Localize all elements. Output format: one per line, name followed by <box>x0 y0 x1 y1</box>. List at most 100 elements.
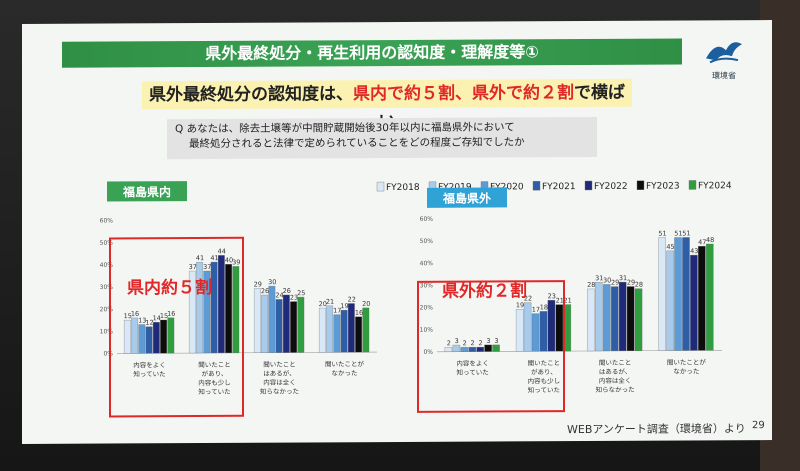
bar-value-label: 45 <box>666 243 674 251</box>
bar <box>282 294 290 353</box>
bar <box>290 301 297 353</box>
bar-value-label: 14 <box>153 314 161 322</box>
bar <box>690 254 698 351</box>
bar <box>706 243 714 351</box>
bar-value-label: 30 <box>603 276 611 284</box>
category-label: なかった <box>332 369 358 377</box>
bar-value-label: 51 <box>658 230 666 238</box>
bar-value-label: 39 <box>232 258 240 266</box>
bar-value-label: 13 <box>138 316 146 324</box>
bar-value-label: 3 <box>455 337 459 345</box>
bar <box>476 346 484 352</box>
category-label: なかった <box>673 367 699 375</box>
bar-value-label: 41 <box>210 254 218 262</box>
legend-label: FY2021 <box>542 182 576 192</box>
legend-swatch <box>688 180 697 190</box>
y-tick-label: 10% <box>100 328 114 335</box>
bar <box>452 344 461 352</box>
bar-value-label: 22 <box>524 295 532 303</box>
bar <box>682 237 690 351</box>
bar <box>268 285 276 353</box>
bar-value-label: 23 <box>290 294 298 302</box>
legend-label: FY2022 <box>594 182 628 192</box>
highlight-box-right <box>417 280 565 413</box>
bar <box>523 302 532 352</box>
bar-value-label: 15 <box>160 312 168 320</box>
category-label: 内容も少し <box>528 376 560 385</box>
category-label: 聞いたこと <box>599 359 631 367</box>
logo-text: 環境省 <box>712 71 736 81</box>
bar <box>297 296 305 353</box>
callout-left: 県内約５割 <box>127 277 212 299</box>
category-label: 知っていた <box>198 387 230 396</box>
y-tick-label: 30% <box>420 282 434 289</box>
bar <box>138 324 146 354</box>
category-label: 内容も少し <box>198 378 230 387</box>
bar-value-label: 17 <box>532 306 540 314</box>
category-label: 内容をよく <box>456 359 488 368</box>
category-label: 聞いたこと <box>263 361 295 369</box>
bar <box>634 288 643 351</box>
bar-value-label: 47 <box>698 238 706 246</box>
bar <box>626 286 635 351</box>
bar <box>674 237 682 351</box>
category-label: 内容は全く <box>599 376 631 385</box>
bar <box>444 347 453 352</box>
bar <box>484 344 492 352</box>
bar-value-label: 44 <box>218 247 226 255</box>
bar-value-label: 28 <box>635 281 643 289</box>
source-note: WEBアンケート調査（環境省）より <box>567 422 746 437</box>
bar <box>203 270 211 354</box>
category-label: があり、 <box>531 367 557 376</box>
bar-value-label: 2 <box>478 339 482 347</box>
question-line-2: 最終処分されると法律で定められていることをどの程度ご存知でしたか <box>189 136 525 151</box>
category-label: 内容は全く <box>263 378 295 387</box>
bar-value-label: 16 <box>355 309 363 317</box>
bar <box>362 307 370 353</box>
bar-value-label: 18 <box>540 303 548 311</box>
legend-swatch <box>376 181 385 192</box>
category-label: 知っていた <box>133 369 165 378</box>
y-tick-label: 20% <box>420 304 434 311</box>
bar-value-label: 3 <box>494 337 498 345</box>
category-label: 聞いたこと <box>198 361 230 369</box>
legend-label: FY2018 <box>386 183 420 193</box>
bar <box>587 288 595 352</box>
bar <box>261 294 268 353</box>
bar-value-label: 20 <box>362 300 370 308</box>
headline-part-a: 県外最終処分の認知度は、 <box>149 84 353 106</box>
bar-value-label: 29 <box>627 278 635 286</box>
category-label: 知っていた <box>528 385 560 394</box>
bar <box>326 305 333 353</box>
bar <box>492 344 500 352</box>
page-number: 29 <box>752 420 765 432</box>
y-tick-label: 60% <box>420 216 434 223</box>
legend-swatch <box>636 180 645 190</box>
bar <box>603 284 611 352</box>
bar-value-label: 19 <box>516 301 524 309</box>
bar <box>595 282 603 352</box>
category-label: 聞いたことが <box>325 359 364 368</box>
bar <box>355 316 362 353</box>
bar <box>611 286 619 352</box>
y-tick-label: 40% <box>420 260 434 267</box>
chart-title: 福島県内 <box>122 184 171 199</box>
callout-right: 県外約２割 <box>442 281 527 302</box>
bar <box>167 317 175 354</box>
bar-value-label: 2 <box>471 339 475 347</box>
y-tick-label: 40% <box>100 262 114 269</box>
bar <box>196 261 203 354</box>
bar <box>225 264 232 354</box>
bar <box>698 246 706 351</box>
bar <box>468 347 476 352</box>
bar <box>188 270 196 354</box>
bar-value-label: 51 <box>682 229 690 237</box>
bar <box>618 281 627 351</box>
y-tick-label: 0% <box>423 349 433 356</box>
bar <box>145 326 153 354</box>
highlight-box-left <box>109 236 244 418</box>
y-tick-label: 10% <box>420 327 434 334</box>
category-label: 聞いたことが <box>667 357 706 366</box>
bar-value-label: 2 <box>463 339 467 347</box>
legend-swatch <box>584 180 593 191</box>
